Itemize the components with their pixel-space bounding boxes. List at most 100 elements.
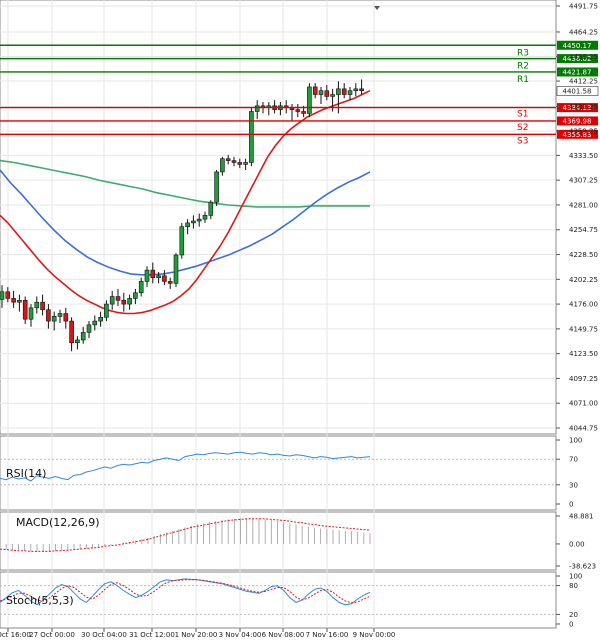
stoch-tick-label: 20 bbox=[569, 611, 578, 619]
current-price-text: 4401.58 bbox=[563, 88, 592, 96]
price-tick-label: 4412.25 bbox=[569, 78, 598, 86]
price-tick-label: 4359.25 bbox=[569, 128, 598, 136]
candle-down bbox=[301, 111, 306, 114]
price-tick-label: 4149.75 bbox=[569, 325, 598, 333]
time-tick-label: 1 Nov 20:00 bbox=[175, 631, 218, 639]
price-tick-label: 4228.50 bbox=[569, 251, 598, 259]
stoch-label: Stoch(5,5,3) bbox=[6, 594, 74, 607]
macd-tick-label: -38.623 bbox=[569, 563, 596, 571]
time-tick-label: 26 Oct 16:00 bbox=[0, 631, 31, 639]
ma-fast-red-line bbox=[0, 89, 371, 315]
rsi-line bbox=[0, 451, 371, 482]
macd-tick-label: 48.881 bbox=[569, 513, 594, 521]
candle-up bbox=[196, 218, 202, 222]
candle-up bbox=[98, 317, 103, 322]
price-tick-label: 4071.00 bbox=[569, 400, 598, 408]
level-tag-s3 bbox=[557, 129, 598, 139]
price-tick-label: 4044.75 bbox=[569, 425, 598, 433]
candle-down bbox=[121, 300, 127, 305]
candle-down bbox=[231, 160, 237, 163]
candle-up bbox=[138, 281, 144, 294]
candle-up bbox=[202, 215, 208, 220]
candle-up bbox=[254, 105, 260, 112]
candle-up bbox=[156, 275, 161, 278]
candle-down bbox=[63, 313, 69, 322]
current-price-tag bbox=[556, 86, 599, 96]
price-axis: 4491.75 4464.25 4438.25 4412.25 4385.25 4359.… bbox=[556, 3, 598, 433]
candle-up bbox=[86, 324, 92, 333]
candle-up bbox=[17, 300, 22, 303]
level-tag-r1 bbox=[557, 67, 598, 77]
level-tag-text-r2: 4436.02 bbox=[563, 55, 592, 63]
rsi-tick-label: 100 bbox=[569, 437, 582, 445]
candle-up bbox=[80, 332, 86, 341]
macd-signal-line bbox=[0, 518, 371, 552]
candle-down bbox=[312, 86, 318, 95]
rsi-tick-label: 70 bbox=[569, 456, 578, 464]
candle-up bbox=[243, 162, 248, 165]
candle-up bbox=[179, 226, 185, 256]
stoch-d-line bbox=[0, 579, 371, 604]
candle-up bbox=[336, 88, 341, 95]
price-tick-label: 4176.00 bbox=[569, 301, 598, 309]
candle-down bbox=[295, 109, 301, 112]
price-tick-label: 4254.75 bbox=[569, 226, 598, 234]
candle-up bbox=[34, 301, 40, 309]
time-tick-label: 31 Oct 12:00 bbox=[129, 631, 175, 639]
candle-down bbox=[237, 162, 243, 165]
level-tag-text-r3: 4450.17 bbox=[563, 42, 592, 50]
candle-down bbox=[40, 301, 45, 311]
candle-up bbox=[109, 296, 115, 305]
candle-down bbox=[162, 275, 167, 282]
scroll-arrow-icon[interactable] bbox=[374, 6, 380, 10]
price-tick-label: 4123.50 bbox=[569, 350, 598, 358]
level-label-r2: R2 bbox=[517, 62, 529, 72]
macd-panel bbox=[0, 511, 557, 571]
price-tick-label: 4097.25 bbox=[569, 375, 598, 383]
time-tick-label: 6 Nov 08:00 bbox=[262, 631, 305, 639]
price-tick-label: 4438.25 bbox=[569, 53, 598, 61]
candle-up bbox=[220, 158, 225, 173]
price-tick-label: 4333.50 bbox=[569, 152, 598, 160]
stoch-tick-label: 80 bbox=[569, 582, 578, 590]
rsi-tick-label: 0 bbox=[569, 501, 573, 509]
level-tag-text-s2: 4369.98 bbox=[563, 117, 592, 125]
macd-tick-label: 0.00 bbox=[569, 540, 585, 548]
level-tag-s1 bbox=[557, 103, 598, 113]
level-label-s3: S3 bbox=[517, 136, 528, 146]
ma-slow-green-line bbox=[0, 159, 370, 208]
level-tag-r2 bbox=[557, 54, 598, 64]
candle-down bbox=[324, 90, 330, 97]
level-tag-text-s3: 4355.83 bbox=[563, 131, 592, 139]
candle-up bbox=[185, 222, 190, 227]
candle-up bbox=[127, 298, 132, 305]
pivot-levels: R3 4450.17 R2 4436.02 R1 4421.87 S1 4384.13 S2 43… bbox=[0, 40, 599, 146]
time-tick-label: 9 Nov 00:00 bbox=[353, 631, 396, 639]
candles bbox=[0, 79, 364, 352]
candle-up bbox=[191, 220, 196, 224]
ma-mid-blue-line bbox=[0, 169, 371, 276]
moving-averages bbox=[0, 89, 371, 315]
candle-up bbox=[0, 291, 5, 300]
level-tag-s2 bbox=[557, 116, 598, 126]
price-tick-label: 4307.25 bbox=[569, 177, 598, 185]
rsi-panel bbox=[0, 435, 557, 511]
time-tick-label: 30 Oct 04:00 bbox=[81, 631, 127, 639]
level-label-s1: S1 bbox=[517, 110, 528, 120]
price-panel bbox=[0, 0, 557, 435]
candle-down bbox=[22, 300, 28, 320]
price-tick-label: 4491.75 bbox=[569, 3, 598, 11]
candle-up bbox=[144, 269, 150, 282]
price-tick-label: 4385.25 bbox=[569, 103, 598, 111]
candle-down bbox=[150, 269, 156, 278]
candle-up bbox=[208, 201, 214, 216]
candle-up bbox=[214, 171, 219, 203]
candle-up bbox=[104, 303, 109, 318]
macd-label: MACD(12,26,9) bbox=[16, 516, 100, 529]
candle-down bbox=[225, 158, 231, 161]
time-tick-label: 3 Nov 04:00 bbox=[219, 631, 262, 639]
time-tick-label: 27 Oct 00:00 bbox=[29, 631, 75, 639]
candle-up bbox=[75, 339, 80, 344]
